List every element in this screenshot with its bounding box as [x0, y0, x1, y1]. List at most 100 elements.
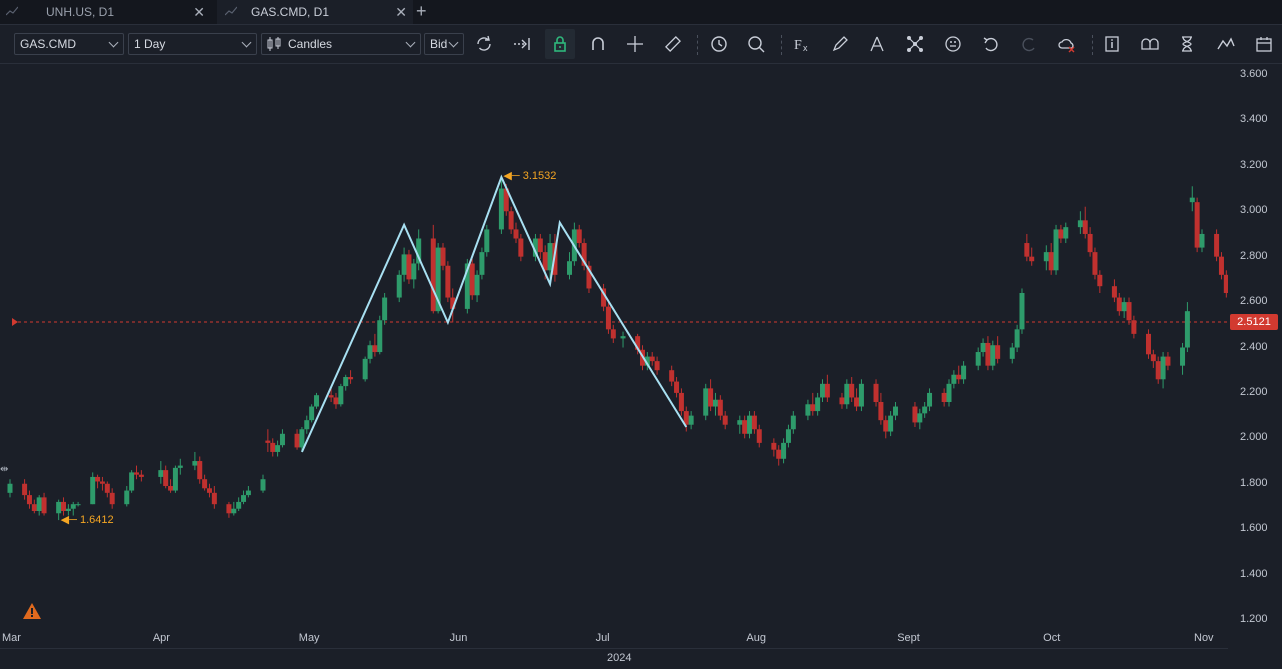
candle-body: [620, 336, 626, 339]
candle-body: [1029, 256, 1035, 262]
price-chart[interactable]: [0, 64, 1228, 648]
toolbar-divider: [1092, 35, 1093, 55]
pattern-button[interactable]: [900, 29, 930, 59]
candle-body: [888, 415, 894, 432]
hourglass-button[interactable]: [1172, 29, 1202, 59]
candle-body: [576, 229, 582, 244]
tab-unh-us[interactable]: UNH.US, D1 ✕: [0, 0, 213, 24]
candle-body: [1180, 347, 1186, 366]
time-axis[interactable]: Mar Apr May Jun Jul Aug Sept Oct Nov: [0, 630, 1228, 648]
fibonacci-button[interactable]: [862, 29, 892, 59]
scroll-handle-icon[interactable]: ⇹: [0, 464, 9, 475]
candle-body: [1194, 202, 1200, 248]
high-annotation: ◀─ 3.1532: [503, 169, 556, 182]
time-tick-label: Mar: [2, 632, 21, 644]
low-arrow-icon: ◀─: [60, 513, 80, 526]
draw-button[interactable]: [825, 29, 855, 59]
price-tick-label: 1.200: [1240, 613, 1268, 625]
current-price-label: 2.5121: [1230, 314, 1278, 331]
price-axis[interactable]: 3.600 3.400 3.200 3.000 2.800 2.600 2.400 2.200…: [1228, 64, 1282, 668]
clock-button[interactable]: [704, 29, 734, 59]
arrow-right-bar-icon: [514, 38, 530, 50]
refresh-button[interactable]: [469, 29, 499, 59]
shift-chart-button[interactable]: [507, 29, 537, 59]
candle-body: [1145, 333, 1151, 355]
candle-body: [362, 358, 368, 380]
candle-body: [124, 490, 130, 505]
candle-body: [464, 263, 470, 309]
candle-body: [138, 474, 144, 477]
face-icon: [945, 36, 961, 52]
price-tick-label: 3.400: [1240, 113, 1268, 126]
candle-body: [498, 188, 504, 230]
candle-body: [168, 486, 174, 491]
period-select[interactable]: 1 Day: [128, 33, 257, 55]
redo-button[interactable]: [1014, 29, 1044, 59]
price-tick-label: 2.600: [1240, 295, 1268, 308]
sentiment-button[interactable]: [938, 29, 968, 59]
calendar-button[interactable]: [1249, 29, 1279, 59]
candle-body: [270, 442, 276, 452]
tab-gas-cmd[interactable]: GAS.CMD, D1 ✕: [217, 0, 413, 24]
candle-body: [1189, 197, 1195, 203]
candle-body: [805, 404, 811, 416]
price-tick-label: 1.400: [1240, 567, 1268, 580]
svg-text:F: F: [794, 38, 802, 53]
undo-button[interactable]: [976, 29, 1006, 59]
time-tick-label: Oct: [1043, 632, 1061, 644]
candle-body: [56, 501, 62, 514]
refresh-icon: [477, 35, 491, 51]
candle-body: [883, 420, 889, 432]
candle-body: [820, 383, 826, 398]
current-price-marker: [12, 318, 18, 327]
close-icon[interactable]: ✕: [193, 4, 205, 20]
candle-body: [1218, 256, 1224, 275]
candle-body: [669, 370, 675, 382]
candle-body: [279, 433, 285, 446]
candle-body: [309, 406, 315, 421]
candle-body: [41, 497, 47, 514]
price-side-select[interactable]: Bid: [424, 33, 464, 55]
tab-label: GAS.CMD, D1: [251, 5, 330, 19]
candle-body: [790, 415, 796, 430]
high-annotation-label: 3.1532: [522, 170, 557, 183]
candle-body: [601, 288, 607, 307]
symbol-value: GAS.CMD: [20, 37, 77, 51]
cloud-button[interactable]: [1052, 29, 1082, 59]
candle-body: [1077, 220, 1083, 228]
candle-body: [430, 238, 436, 312]
candle-body: [1087, 233, 1093, 253]
chevron-down-icon: [405, 37, 416, 48]
candle-body: [1223, 274, 1228, 293]
lock-button[interactable]: [545, 29, 575, 59]
warning-icon[interactable]: [22, 602, 42, 620]
time-tick-label: Jun: [449, 632, 468, 644]
close-icon[interactable]: ✕: [395, 4, 407, 20]
candle-body: [542, 252, 548, 271]
candle-body: [717, 399, 723, 416]
candle-body: [985, 342, 991, 366]
redo-icon: [1022, 37, 1035, 52]
crosshair-button[interactable]: [620, 29, 650, 59]
chart-style-button[interactable]: [1211, 29, 1241, 59]
chart-type-select[interactable]: Candles: [261, 33, 421, 55]
ruler-button[interactable]: [658, 29, 688, 59]
chart-line-icon: [6, 6, 18, 16]
candle-body: [1111, 286, 1117, 298]
candle-body: [1214, 233, 1220, 257]
candle-body: [226, 504, 232, 514]
candle-body: [980, 342, 986, 353]
add-tab-icon[interactable]: +: [416, 1, 427, 21]
candle-body: [1199, 233, 1205, 248]
magnet-button[interactable]: [583, 29, 613, 59]
candle-body: [644, 356, 650, 366]
info-button[interactable]: [1097, 29, 1127, 59]
zoom-button[interactable]: [741, 29, 771, 59]
symbol-select[interactable]: GAS.CMD: [14, 33, 124, 55]
session-button[interactable]: [1135, 29, 1165, 59]
candle-body: [708, 388, 714, 407]
candle-body: [751, 415, 757, 430]
candle-body: [75, 504, 81, 506]
candle-body: [338, 386, 344, 405]
